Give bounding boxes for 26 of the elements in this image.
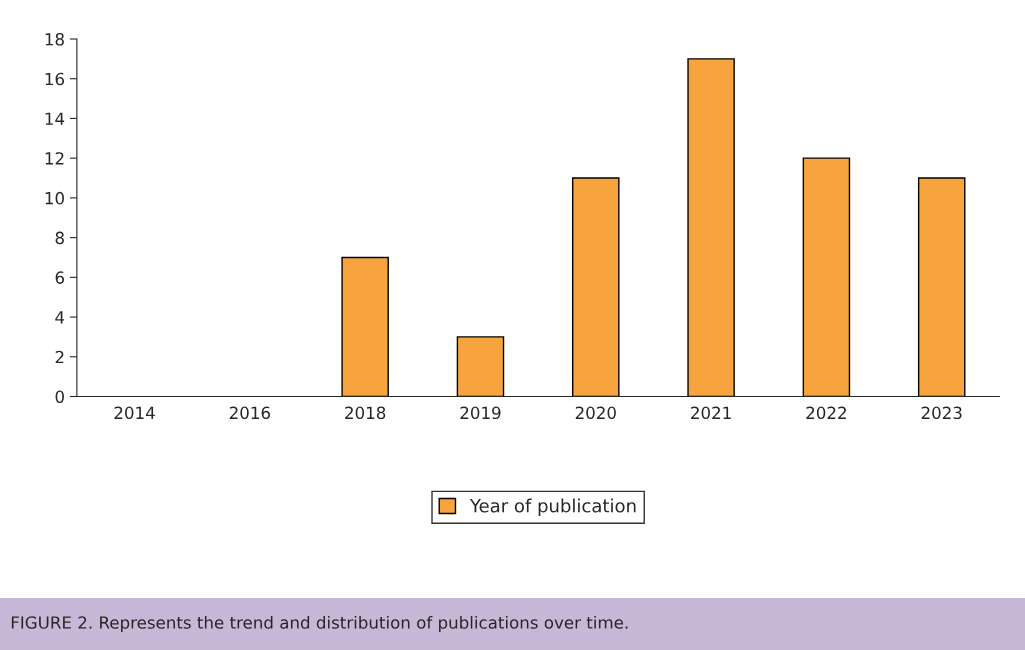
bar (456, 336, 505, 397)
y-tick-label: 14 (45, 112, 65, 125)
bar (802, 157, 851, 397)
y-tick-label: 4 (55, 311, 65, 324)
legend-label: Year of publication (469, 498, 636, 517)
bar (572, 177, 620, 397)
y-tick-label: 2 (55, 350, 64, 364)
bar (341, 256, 389, 397)
bar (917, 177, 966, 397)
y-tick-label: 18 (45, 32, 64, 46)
y-tick-label: 6 (55, 271, 65, 284)
x-tick-label: 2021 (691, 406, 731, 420)
x-tick-label: 2014 (114, 406, 155, 420)
x-tick-label: 2018 (345, 406, 386, 420)
y-tick-label: 10 (45, 191, 64, 205)
bar (687, 58, 735, 397)
x-tick-label: 2016 (229, 406, 270, 420)
y-tick-label: 12 (45, 152, 64, 165)
y-tick-label: 8 (55, 231, 64, 245)
y-tick-label: 16 (45, 72, 65, 86)
x-tick-label: 2019 (460, 406, 501, 420)
x-tick-label: 2023 (921, 406, 962, 420)
x-tick-label: 2020 (575, 406, 616, 420)
caption: FIGURE 2. Represents the trend and distribution of publications over time. (11, 615, 628, 633)
y-tick-label: 0 (55, 390, 64, 404)
x-tick-label: 2022 (806, 406, 846, 420)
